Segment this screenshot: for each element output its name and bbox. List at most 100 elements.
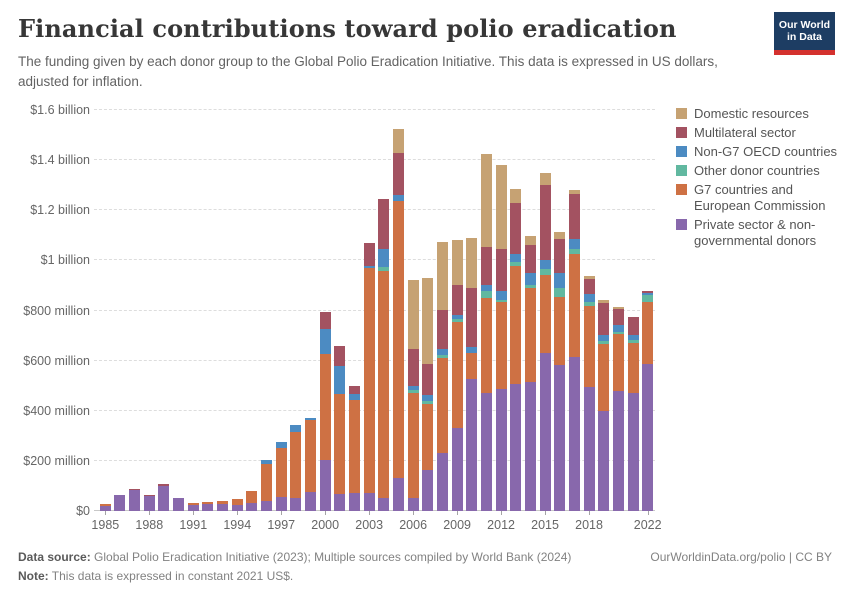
bar-2004[interactable]: [378, 199, 390, 511]
legend-item[interactable]: Non-G7 OECD countries: [676, 144, 844, 160]
bar-1986[interactable]: [114, 494, 126, 511]
x-axis-label: 1985: [91, 518, 120, 532]
bar-1992[interactable]: [202, 502, 214, 511]
bar-2012[interactable]: [495, 165, 507, 511]
segment: [334, 365, 346, 394]
segment: [407, 385, 419, 390]
bar-2009[interactable]: [451, 240, 463, 511]
bar-1997[interactable]: [275, 442, 287, 511]
segment: [217, 504, 229, 511]
y-axis-label: $1.2 billion: [30, 203, 90, 218]
x-axis-label: 1991: [179, 518, 208, 532]
x-axis-label: 2009: [443, 518, 472, 532]
segment: [305, 417, 317, 420]
legend-item[interactable]: G7 countries and European Commission: [676, 182, 844, 214]
segment: [495, 300, 507, 302]
bar-1990[interactable]: [173, 497, 185, 511]
x-axis-label: 2022: [633, 518, 662, 532]
x-tick: [501, 511, 503, 515]
segment: [495, 249, 507, 291]
segment: [539, 184, 551, 261]
x-tick: [149, 511, 151, 515]
bar-2010[interactable]: [466, 237, 478, 511]
bar-2016[interactable]: [554, 231, 566, 511]
bar-1993[interactable]: [217, 501, 229, 511]
segment: [436, 452, 448, 511]
bar-2007[interactable]: [422, 277, 434, 511]
segment: [524, 273, 536, 286]
x-axis-label: 2015: [531, 518, 559, 532]
segment: [568, 254, 580, 358]
bar-2006[interactable]: [407, 279, 419, 511]
segment: [495, 290, 507, 300]
segment: [612, 324, 624, 332]
bar-2000[interactable]: [319, 312, 331, 511]
bar-2011[interactable]: [480, 154, 492, 511]
segment: [407, 497, 419, 511]
segment: [583, 301, 595, 307]
owid-logo[interactable]: Our World in Data: [774, 12, 835, 55]
bar-2015[interactable]: [539, 172, 551, 511]
segment: [642, 364, 654, 511]
segment: [392, 194, 404, 201]
bar-2005[interactable]: [392, 129, 404, 511]
bar-2022[interactable]: [642, 290, 654, 511]
segment: [334, 493, 346, 511]
chart-subtitle: The funding given by each donor group to…: [18, 54, 718, 89]
segment: [422, 363, 434, 395]
segment: [378, 497, 390, 511]
segment: [510, 384, 522, 511]
bar-2017[interactable]: [568, 189, 580, 511]
segment: [378, 199, 390, 250]
segment: [290, 498, 302, 511]
bar-1998[interactable]: [290, 425, 302, 511]
legend-item[interactable]: Private sector & non-governmental donors: [676, 217, 844, 249]
bar-2013[interactable]: [510, 189, 522, 511]
legend-item[interactable]: Multilateral sector: [676, 125, 844, 141]
segment: [407, 279, 419, 350]
legend-item[interactable]: Domestic resources: [676, 106, 844, 122]
legend-label: Private sector & non-governmental donors: [694, 217, 817, 248]
legend-item[interactable]: Other donor countries: [676, 163, 844, 179]
segment: [99, 505, 111, 511]
bar-1996[interactable]: [261, 459, 273, 511]
bar-2002[interactable]: [349, 385, 360, 511]
segment: [129, 488, 141, 490]
legend-swatch-icon: [676, 219, 687, 230]
bar-2008[interactable]: [436, 242, 448, 511]
bar-1989[interactable]: [158, 484, 170, 511]
owid-link[interactable]: OurWorldinData.org/polio | CC BY: [650, 550, 832, 564]
segment: [261, 500, 273, 511]
segment: [246, 490, 258, 504]
bar-2003[interactable]: [363, 243, 375, 511]
bar-1988[interactable]: [143, 495, 155, 511]
segment: [627, 316, 639, 336]
bar-2021[interactable]: [627, 316, 639, 511]
x-axis-label: 2012: [487, 518, 515, 532]
segment: [349, 385, 360, 394]
x-axis-label: 2000: [311, 518, 340, 532]
segment: [173, 498, 185, 511]
bar-1987[interactable]: [129, 488, 141, 511]
bar-2014[interactable]: [524, 236, 536, 511]
segment: [612, 331, 624, 335]
segment: [568, 239, 580, 250]
segment: [612, 334, 624, 391]
segment: [554, 272, 566, 288]
segment: [524, 236, 536, 246]
segment: [466, 353, 478, 380]
bar-2019[interactable]: [598, 300, 610, 511]
segment: [642, 290, 654, 293]
y-axis-label: $0: [76, 504, 90, 518]
bar-2020[interactable]: [612, 306, 624, 511]
segment: [583, 294, 595, 302]
bar-1991[interactable]: [187, 503, 199, 511]
bar-2001[interactable]: [334, 345, 346, 511]
bar-1995[interactable]: [246, 490, 258, 511]
bar-1994[interactable]: [231, 498, 243, 511]
legend-swatch-icon: [676, 146, 687, 157]
segment: [231, 498, 243, 506]
bar-1985[interactable]: [99, 503, 111, 511]
bar-1999[interactable]: [305, 417, 317, 511]
bar-2018[interactable]: [583, 275, 595, 511]
